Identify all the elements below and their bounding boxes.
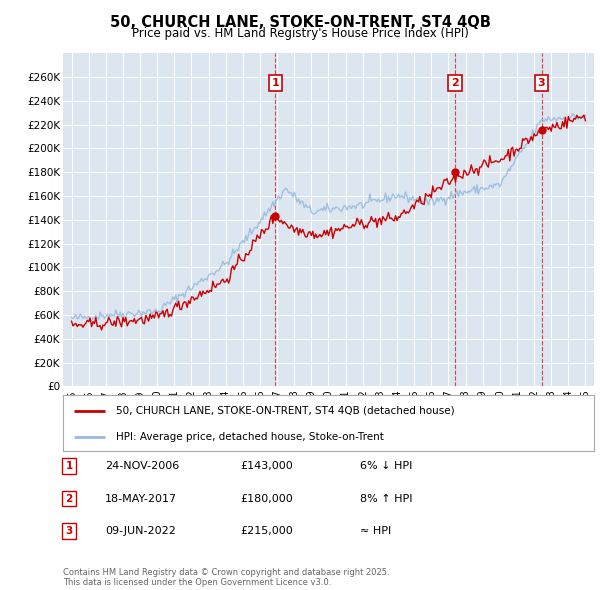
Text: £143,000: £143,000 <box>240 461 293 471</box>
Text: 50, CHURCH LANE, STOKE-ON-TRENT, ST4 4QB (detached house): 50, CHURCH LANE, STOKE-ON-TRENT, ST4 4QB… <box>116 406 455 416</box>
Text: 3: 3 <box>65 526 73 536</box>
Text: 8% ↑ HPI: 8% ↑ HPI <box>360 494 413 503</box>
Text: 24-NOV-2006: 24-NOV-2006 <box>105 461 179 471</box>
Text: Contains HM Land Registry data © Crown copyright and database right 2025.
This d: Contains HM Land Registry data © Crown c… <box>63 568 389 587</box>
Text: £215,000: £215,000 <box>240 526 293 536</box>
Text: ≈ HPI: ≈ HPI <box>360 526 391 536</box>
Text: £180,000: £180,000 <box>240 494 293 503</box>
Text: 50, CHURCH LANE, STOKE-ON-TRENT, ST4 4QB: 50, CHURCH LANE, STOKE-ON-TRENT, ST4 4QB <box>110 15 490 30</box>
Text: 2: 2 <box>451 78 459 88</box>
Text: 3: 3 <box>538 78 545 88</box>
Text: HPI: Average price, detached house, Stoke-on-Trent: HPI: Average price, detached house, Stok… <box>116 432 384 442</box>
Text: 1: 1 <box>65 461 73 471</box>
Text: 18-MAY-2017: 18-MAY-2017 <box>105 494 177 503</box>
Text: 1: 1 <box>272 78 279 88</box>
Text: 6% ↓ HPI: 6% ↓ HPI <box>360 461 412 471</box>
Text: Price paid vs. HM Land Registry's House Price Index (HPI): Price paid vs. HM Land Registry's House … <box>131 27 469 40</box>
Text: 09-JUN-2022: 09-JUN-2022 <box>105 526 176 536</box>
Text: 2: 2 <box>65 494 73 503</box>
